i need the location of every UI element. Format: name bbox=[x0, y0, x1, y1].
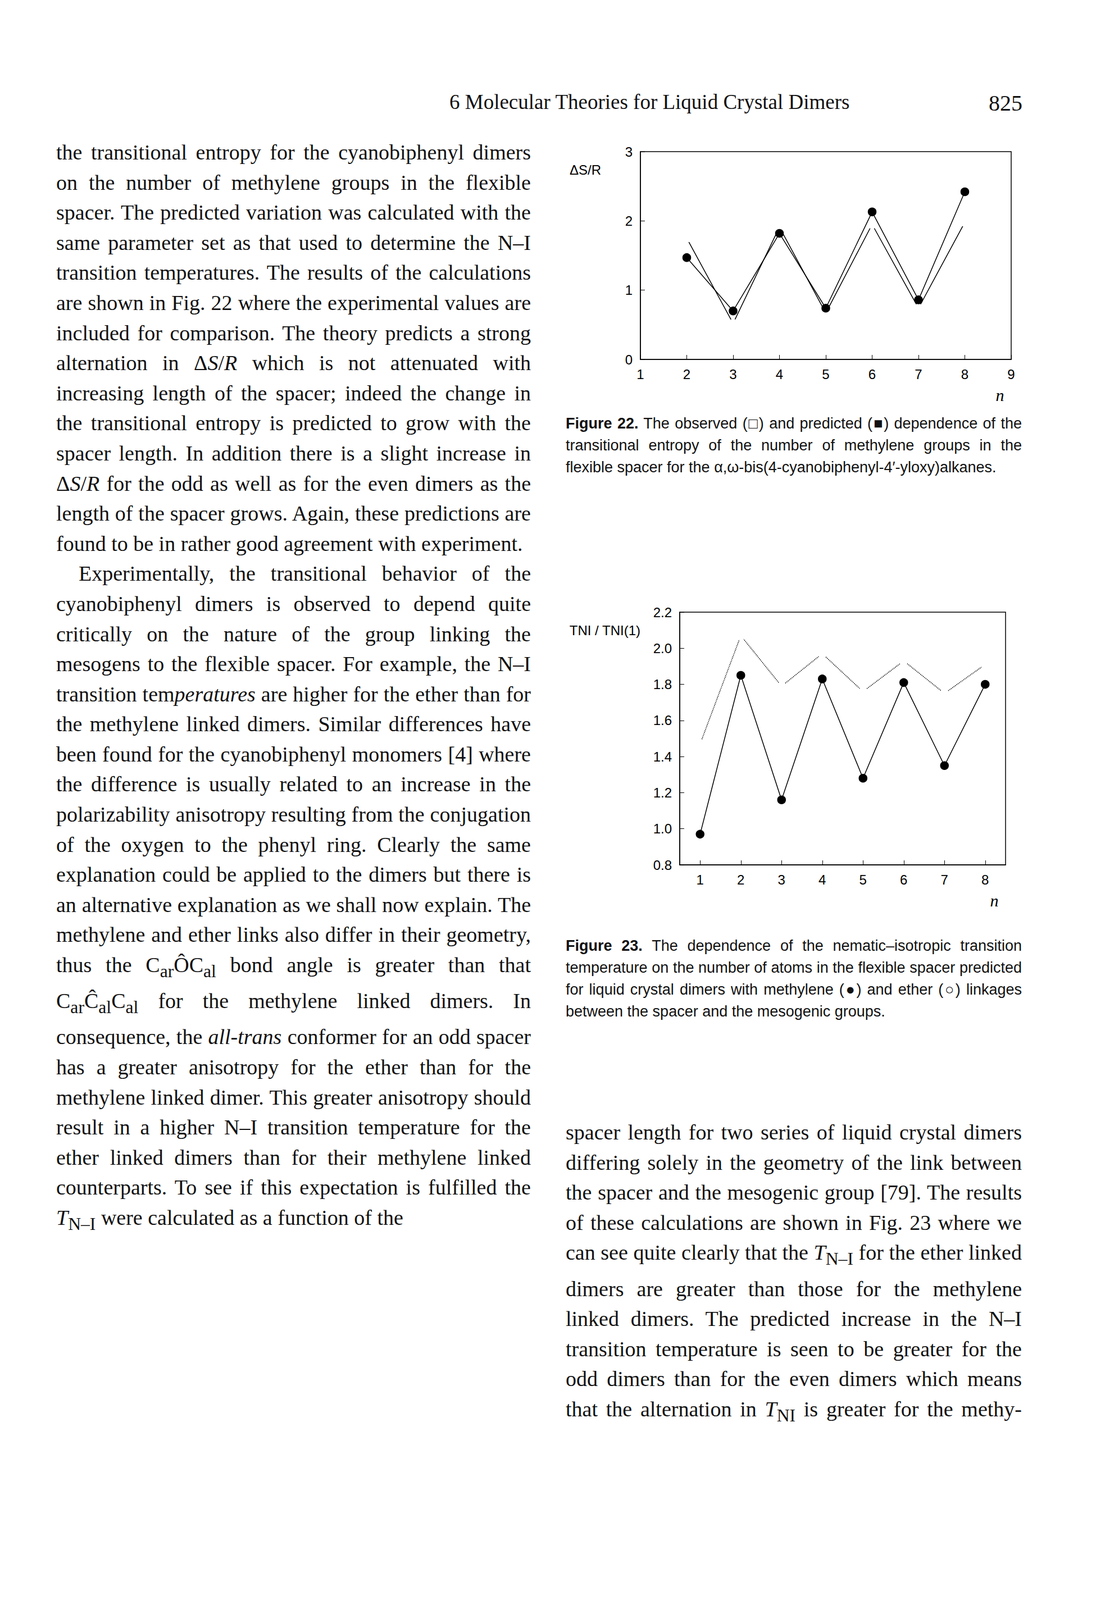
svg-text:4: 4 bbox=[818, 872, 826, 888]
svg-text:5: 5 bbox=[821, 366, 830, 382]
svg-text:1: 1 bbox=[625, 282, 633, 298]
svg-text:2: 2 bbox=[683, 366, 691, 382]
svg-text:TNI / TNI(1): TNI / TNI(1) bbox=[569, 622, 641, 639]
svg-text:1.6: 1.6 bbox=[653, 712, 672, 729]
svg-text:3: 3 bbox=[625, 144, 633, 160]
svg-text:n: n bbox=[990, 891, 999, 911]
svg-text:7: 7 bbox=[940, 872, 949, 888]
svg-text:n: n bbox=[996, 385, 1005, 405]
svg-text:1.2: 1.2 bbox=[653, 785, 672, 801]
svg-text:9: 9 bbox=[1007, 366, 1015, 382]
svg-text:1: 1 bbox=[696, 872, 704, 888]
html-text:825: 825 bbox=[988, 90, 1023, 116]
html-text:TN–Iwere calculated as a funct: TN–Iwere calculated as a function of the bbox=[56, 1206, 404, 1234]
svg-text:0: 0 bbox=[625, 352, 633, 368]
html-text:Figure 22. The observed (□) an: Figure 22. The observed (□) and predicte… bbox=[565, 415, 1022, 476]
svg-text:8: 8 bbox=[961, 366, 969, 382]
html-text:the transitional entropy for t: the transitional entropy for the cyanobi… bbox=[56, 140, 531, 556]
svg-text:0.8: 0.8 bbox=[653, 857, 672, 873]
svg-text:8: 8 bbox=[981, 872, 989, 888]
svg-text:3: 3 bbox=[778, 872, 786, 888]
svg-text:1.0: 1.0 bbox=[653, 821, 672, 837]
html-text:Experimentally, the transition: Experimentally, the transitional behavio… bbox=[56, 561, 531, 1200]
svg-text:2.0: 2.0 bbox=[653, 640, 672, 657]
html-text:spacer length for two series o: spacer length for two series of liquid c… bbox=[565, 1120, 1022, 1426]
svg-text:1: 1 bbox=[636, 366, 644, 382]
svg-text:5: 5 bbox=[859, 872, 867, 888]
svg-text:2.2: 2.2 bbox=[653, 605, 672, 621]
svg-text:6: 6 bbox=[899, 872, 908, 888]
html-text:Figure 23. The dependence of t: Figure 23. The dependence of the nematic… bbox=[565, 937, 1022, 1021]
svg-text:3: 3 bbox=[729, 366, 737, 382]
svg-text:ΔS/R: ΔS/R bbox=[569, 162, 602, 178]
svg-text:4: 4 bbox=[775, 366, 784, 382]
svg-text:2: 2 bbox=[737, 872, 745, 888]
svg-text:2: 2 bbox=[625, 213, 633, 229]
svg-text:1.8: 1.8 bbox=[653, 676, 672, 693]
svg-text:6: 6 bbox=[868, 366, 876, 382]
svg-text:1.4: 1.4 bbox=[653, 749, 672, 765]
html-text:6 Molecular Theories for Liqui: 6 Molecular Theories for Liquid Crystal … bbox=[449, 90, 850, 114]
svg-text:7: 7 bbox=[914, 366, 922, 382]
